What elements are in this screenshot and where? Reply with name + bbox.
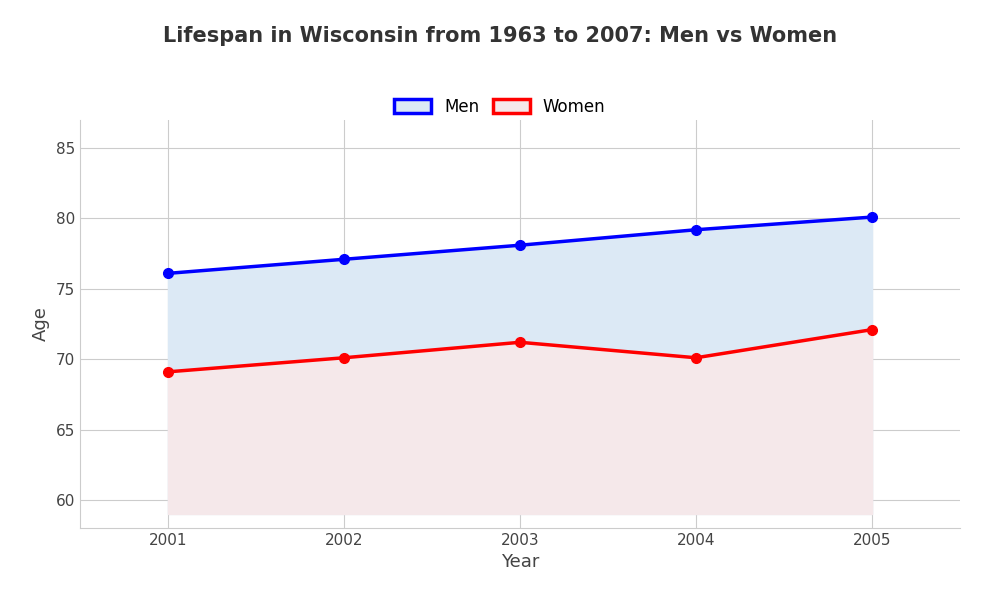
X-axis label: Year: Year [501, 553, 539, 571]
Y-axis label: Age: Age [32, 307, 50, 341]
Legend: Men, Women: Men, Women [386, 89, 614, 124]
Text: Lifespan in Wisconsin from 1963 to 2007: Men vs Women: Lifespan in Wisconsin from 1963 to 2007:… [163, 26, 837, 46]
